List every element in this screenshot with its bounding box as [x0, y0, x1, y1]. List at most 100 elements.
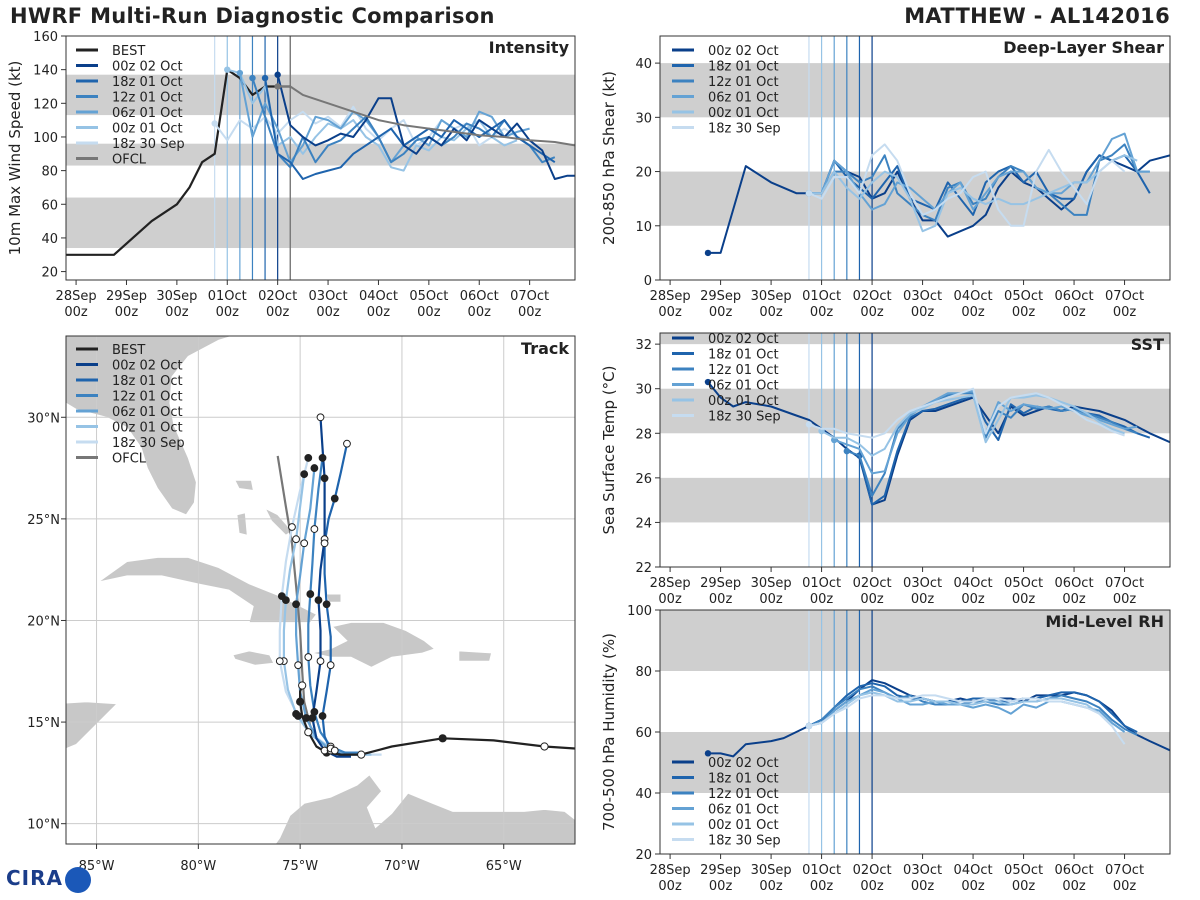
intensity-xtick-label-date: 02Oct [258, 289, 297, 304]
intensity-ofcl-point [274, 83, 281, 90]
track-best-point [540, 742, 549, 751]
intensity-series-OFCL [277, 85, 575, 147]
intensity-panel: 2040608010012014016028Sep00z29Sep00z30Se… [6, 30, 576, 320]
track-forecast-point [316, 413, 325, 422]
track-forecast-point [318, 712, 327, 720]
south-america-land [66, 774, 575, 844]
central-america-land [66, 701, 118, 749]
sst-xtick-label-date: 05Oct [1004, 576, 1043, 591]
storm-title: MATTHEW - AL142016 [904, 4, 1170, 28]
shear-xtick-label-hour: 00z [1113, 305, 1137, 320]
track-forecast-point [304, 454, 313, 462]
track-best-point [296, 697, 305, 706]
track-ytick-label: 10°N [27, 818, 60, 833]
shear-xtick-label-date: 30Sep [751, 289, 792, 304]
shear-legend-label-1: 18z 01 Oct [708, 60, 779, 75]
rh-xtick-label-hour: 00z [1113, 879, 1137, 894]
track-title: Track [521, 339, 569, 358]
track-forecast-point [292, 600, 300, 609]
track-forecast-point [330, 494, 339, 503]
rh-xtick-label-hour: 00z [759, 879, 783, 894]
rh-ytick-label: 40 [635, 787, 652, 802]
sst-xtick-label-hour: 00z [860, 592, 884, 607]
sst-ytick-label: 22 [635, 561, 652, 576]
track-forecast-point [302, 714, 311, 722]
rh-series-r18z01 [808, 682, 1138, 733]
shear-title: Deep-Layer Shear [1003, 38, 1164, 57]
rh-legend-label-3: 06z 01 Oct [708, 803, 779, 818]
intensity-xtick-label-date: 03Oct [309, 289, 348, 304]
shear-xtick-label-hour: 00z [709, 305, 733, 320]
track-forecast-point [330, 746, 339, 755]
rh-legend-label-5: 18z 30 Sep [708, 834, 781, 849]
track-legend-label-6: 18z 30 Sep [112, 436, 185, 451]
sst-ylabel: Sea Surface Temp (°C) [600, 365, 618, 534]
intensity-xtick-label-hour: 00z [64, 305, 88, 320]
rh-legend-label-1: 18z 01 Oct [708, 772, 779, 787]
intensity-legend-label-3: 12z 01 Oct [112, 91, 183, 106]
sst-xtick-label-date: 04Oct [954, 576, 993, 591]
bahamas-land-4 [326, 593, 342, 603]
track-forecast-point [326, 661, 335, 670]
sst-xtick-label-hour: 00z [911, 592, 935, 607]
intensity-legend-label-6: 18z 30 Sep [112, 137, 185, 152]
sst-series [704, 378, 1170, 506]
shear-ytick-label: 0 [644, 274, 652, 289]
track-forecast-point [294, 712, 303, 720]
sst-xtick-label-date: 07Oct [1105, 576, 1144, 591]
intensity-band-2 [66, 74, 575, 116]
intensity-legend-label-4: 06z 01 Oct [112, 106, 183, 121]
shear-band-0 [660, 171, 1170, 226]
intensity-ytick-label: 20 [41, 266, 58, 281]
bahamas-land-2 [236, 512, 248, 536]
rh-xtick-label-date: 29Sep [700, 863, 741, 878]
rh-init-point-r00z02 [704, 750, 712, 757]
track-forecast-point [275, 657, 284, 666]
intensity-legend-label-5: 00z 01 Oct [112, 122, 183, 137]
rh-ytick-label: 100 [627, 604, 652, 619]
intensity-xtick-label-hour: 00z [115, 305, 139, 320]
track-frame [65, 335, 576, 845]
rh-series [704, 679, 1170, 758]
rh-xtick-label-hour: 00z [709, 879, 733, 894]
intensity-xtick-label-hour: 00z [216, 305, 240, 320]
shear-legend-label-3: 06z 01 Oct [708, 91, 779, 106]
track-ytick-label: 30°N [27, 411, 60, 426]
track-forecast-point [318, 454, 327, 462]
shear-legend-label-4: 00z 01 Oct [708, 106, 779, 121]
intensity-init-point-r00z01 [224, 66, 231, 73]
track-forecast-point [316, 657, 325, 666]
rh-legend-label-2: 12z 01 Oct [708, 787, 779, 802]
shear-xtick-label-date: 06Oct [1055, 289, 1094, 304]
rh-ytick-label: 20 [635, 848, 652, 863]
track-legend-label-5: 00z 01 Oct [112, 421, 183, 436]
rh-xtick-label-date: 03Oct [903, 863, 942, 878]
intensity-legend-label-1: 00z 02 Oct [112, 60, 183, 75]
sst-init-point-r00z02 [704, 378, 712, 386]
rh-series-r06z01 [808, 688, 1126, 733]
intensity-title: Intensity [489, 38, 570, 57]
intensity-init-point-r00z02 [274, 71, 281, 78]
sst-legend-label-1: 18z 01 Oct [708, 348, 779, 363]
shear-ytick-label: 20 [635, 166, 652, 181]
shear-xtick-label-hour: 00z [658, 305, 682, 320]
sst-legend-label-5: 18z 30 Sep [708, 410, 781, 425]
intensity-ytick-label: 60 [41, 198, 58, 213]
intensity-series-r18z30 [213, 105, 530, 147]
track-best-point [357, 750, 366, 759]
intensity-init-point-r06z01 [236, 69, 244, 77]
sst-panel: 22242628303228Sep00z29Sep00z30Sep00z01Oc… [600, 332, 1171, 607]
rh-xtick-label-date: 30Sep [751, 863, 792, 878]
sst-xtick-label-hour: 00z [658, 592, 682, 607]
track-best-point [438, 734, 447, 743]
sst-xtick-label-hour: 00z [709, 592, 733, 607]
intensity-xtick-label-hour: 00z [367, 305, 391, 320]
track-xtick-label: 75°W [282, 859, 318, 874]
sst-xtick-label-date: 06Oct [1055, 576, 1094, 591]
rh-title: Mid-Level RH [1045, 612, 1164, 631]
intensity-ytick-label: 40 [41, 232, 58, 247]
shear-xtick-label-date: 03Oct [903, 289, 942, 304]
sst-xtick-label-date: 03Oct [903, 576, 942, 591]
shear-xtick-label-hour: 00z [911, 305, 935, 320]
